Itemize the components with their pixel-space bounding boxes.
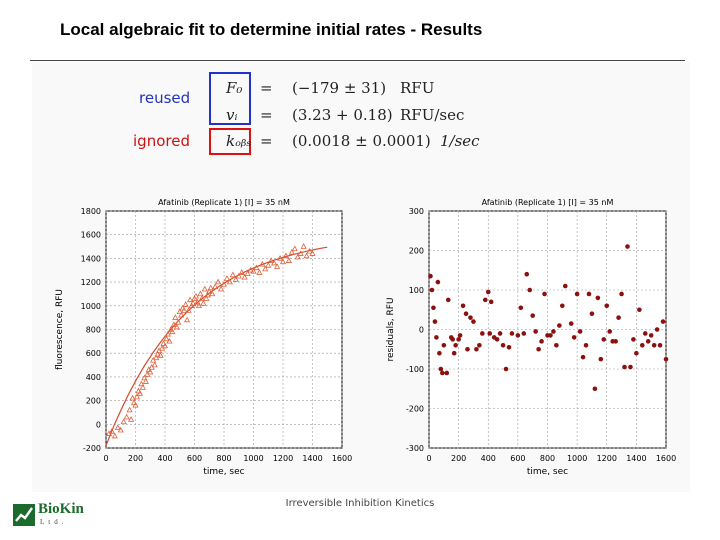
footer-text: Irreversible Inhibition Kinetics [285, 498, 435, 509]
result-unit: RFU/sec [400, 106, 465, 124]
equals-sign: = [260, 106, 273, 124]
content-panel [32, 62, 690, 492]
result-symbol: F₀ [226, 79, 243, 97]
result-unit: RFU [400, 79, 435, 97]
result-symbol: vᵢ [226, 106, 238, 124]
reused-label: reused [139, 89, 191, 107]
result-symbol: kₒᵦₛ [226, 132, 252, 150]
title-divider [30, 60, 685, 61]
result-value: (0.0018 ± 0.0001) [292, 132, 431, 150]
logo-mark-icon [13, 504, 35, 526]
ignored-param-box [209, 128, 251, 155]
result-value: (3.23 + 0.18) [292, 106, 393, 124]
biokin-logo: BioKin Ltd. [12, 500, 92, 530]
equals-sign: = [260, 79, 273, 97]
reused-params-box [209, 72, 251, 125]
equals-sign: = [260, 132, 273, 150]
logo-name: BioKin [38, 501, 84, 517]
ignored-label: ignored [133, 132, 190, 150]
result-value: (−179 ± 31) [292, 79, 387, 97]
logo-subtitle: Ltd. [40, 518, 68, 526]
result-unit: 1/sec [440, 132, 480, 150]
slide-title: Local algebraic fit to determine initial… [60, 20, 483, 39]
